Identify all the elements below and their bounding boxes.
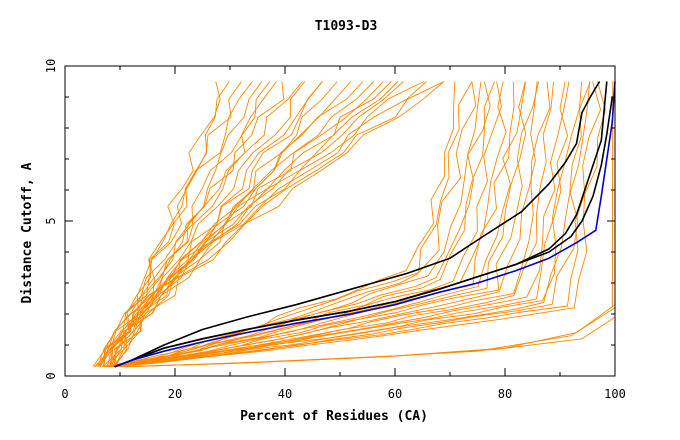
x-tick-label: 80 [498,387,512,401]
y-axis-label: Distance Cutoff, A [20,162,35,303]
model-line-25 [102,81,473,368]
model-line-6 [109,81,277,367]
model-line-32 [110,81,515,368]
model-line-33 [115,81,527,368]
highlight-line-2 [114,96,614,368]
y-tick-label: 5 [44,217,58,224]
model-line-2 [95,81,242,367]
model-line-42 [111,81,591,368]
flat-model-line-2 [125,316,616,368]
highlight-line-3 [114,81,616,368]
model-line-29 [105,81,495,368]
model-line-44 [107,81,602,368]
model-line-19 [98,81,404,367]
model-line-12 [112,81,338,367]
model-line-31 [102,81,507,368]
model-line-0 [107,81,221,367]
model-line-45 [114,81,606,368]
model-line-18 [114,81,399,367]
model-line-22 [114,81,445,367]
model-line-23 [109,81,445,367]
model-line-28 [106,81,491,368]
y-tick-label: 0 [44,372,58,379]
model-line-24 [113,81,456,368]
x-tick-label: 0 [61,387,68,401]
x-tick-label: 40 [278,387,292,401]
model-line-11 [104,81,323,368]
plot-lines [92,81,616,368]
model-line-38 [109,81,554,368]
highlight-line-0 [114,81,601,368]
model-line-9 [114,81,306,367]
model-line-36 [108,81,538,368]
chart-title: T1093-D3 [315,19,378,34]
model-line-5 [99,81,271,367]
model-line-3 [92,81,253,367]
x-tick-label: 60 [388,387,402,401]
axis-ticks: 0 20 40 60 80 100 0 5 10 [44,59,626,401]
model-line-40 [109,81,569,368]
model-line-20 [102,81,424,367]
model-line-17 [103,81,392,367]
model-line-41 [110,81,583,368]
x-tick-label: 20 [168,387,182,401]
x-tick-label: 100 [604,387,626,401]
y-tick-label: 10 [44,59,58,73]
model-line-26 [110,81,477,368]
x-axis-label: Percent of Residues (CA) [240,409,428,424]
model-line-39 [108,81,570,368]
model-line-7 [94,81,285,368]
